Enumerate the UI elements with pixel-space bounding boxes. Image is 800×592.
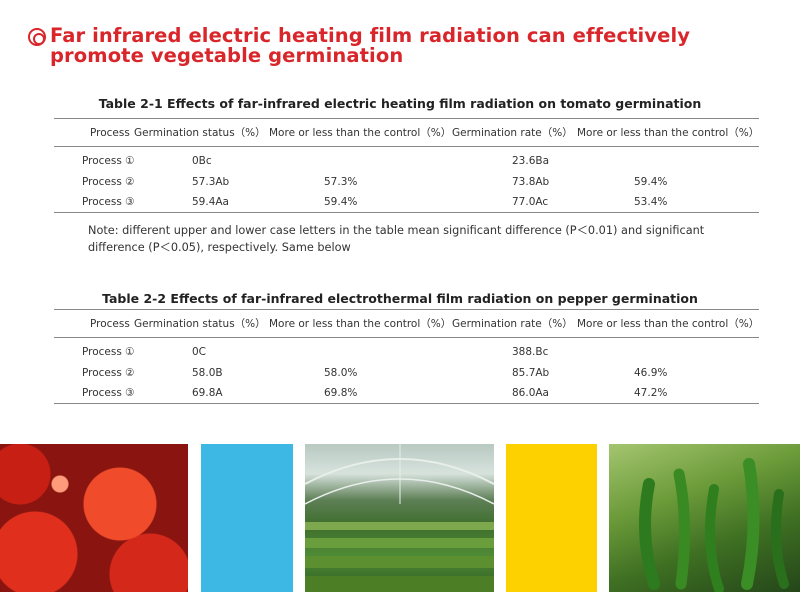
column-header: More or less than the control（%） [269, 118, 452, 147]
table2-pepper-germination: Process Germination status（%） More or le… [54, 309, 759, 404]
table-cell: 86.0Aa [452, 383, 577, 404]
table-row: Process ① 0C 388.Bc [54, 338, 759, 363]
pepper-illustration [639, 458, 789, 592]
table-cell: 57.3Ab [192, 175, 230, 188]
yellow-color-block [506, 444, 597, 592]
table-cell: Process ③ [54, 192, 135, 213]
table-header-row: Process Germination status（%） More or le… [54, 118, 759, 147]
table-cell: Process ② [82, 366, 135, 379]
column-header: Germination rate（%） [452, 118, 577, 147]
table1-tomato-germination: Process Germination status（%） More or le… [54, 118, 759, 213]
tomato-photo [0, 444, 188, 592]
table-cell: 59.4Aa [134, 192, 269, 213]
table-cell: Process ③ [54, 383, 135, 404]
table-cell [577, 147, 759, 172]
column-header: Process [54, 309, 134, 338]
table-cell: Process ① [82, 346, 135, 359]
column-header: Germination rate（%） [452, 309, 577, 338]
table-cell: 57.3% [324, 175, 358, 188]
column-header: Germination status（%） [134, 118, 269, 147]
table-note: Note: different upper and lower case let… [88, 224, 705, 254]
table-row: Process ② 57.3Ab 57.3% 73.8Ab 59.4% [54, 172, 759, 193]
table-cell [577, 338, 759, 363]
table-cell: 47.2% [577, 383, 759, 404]
table-cell: 77.0Ac [452, 192, 577, 213]
table-cell: 73.8Ab [512, 175, 550, 188]
greenhouse-seedlings-photo [304, 444, 495, 592]
table-header-row: Process Germination status（%） More or le… [54, 309, 759, 338]
table-cell: 69.8A [134, 383, 269, 404]
table-cell: 53.4% [577, 192, 759, 213]
table-cell [269, 338, 452, 363]
page-title: Far infrared electric heating film radia… [50, 24, 691, 67]
bullseye-icon [28, 28, 46, 46]
table-row: Process ② 58.0B 58.0% 85.7Ab 46.9% [54, 363, 759, 384]
table-cell: 59.4% [269, 192, 452, 213]
table-cell [269, 147, 452, 172]
table-cell: Process ② [82, 175, 135, 188]
table1-caption: Table 2-1 Effects of far-infrared electr… [98, 96, 702, 111]
blue-color-block [201, 444, 293, 592]
table-cell: 388.Bc [512, 346, 549, 359]
table-cell: 58.0B [192, 366, 223, 379]
table-cell: 59.4% [634, 175, 668, 188]
green-pepper-photo [609, 444, 800, 592]
column-header: Process [54, 118, 134, 147]
greenhouse-illustration [304, 444, 495, 592]
table-cell: 0Bc [192, 155, 212, 168]
table-row: Process ③ 59.4Aa 59.4% 77.0Ac 53.4% [54, 192, 759, 213]
table-cell: 85.7Ab [512, 366, 550, 379]
table-cell: 0C [192, 346, 207, 359]
table2-caption: Table 2-2 Effects of far-infrared electr… [102, 291, 698, 306]
table-cell: Process ① [82, 155, 135, 168]
column-header: Germination status（%） [134, 309, 269, 338]
table-row: Process ③ 69.8A 69.8% 86.0Aa 47.2% [54, 383, 759, 404]
table-cell: 46.9% [634, 366, 668, 379]
column-header: More or less than the control（%） [577, 118, 759, 147]
table-cell: 23.6Ba [512, 155, 550, 168]
table-cell: 58.0% [324, 366, 358, 379]
table-row: Process ① 0Bc 23.6Ba [54, 147, 759, 172]
column-header: More or less than the control（%） [269, 309, 452, 338]
column-header: More or less than the control（%） [577, 309, 759, 338]
table-cell: 69.8% [269, 383, 452, 404]
